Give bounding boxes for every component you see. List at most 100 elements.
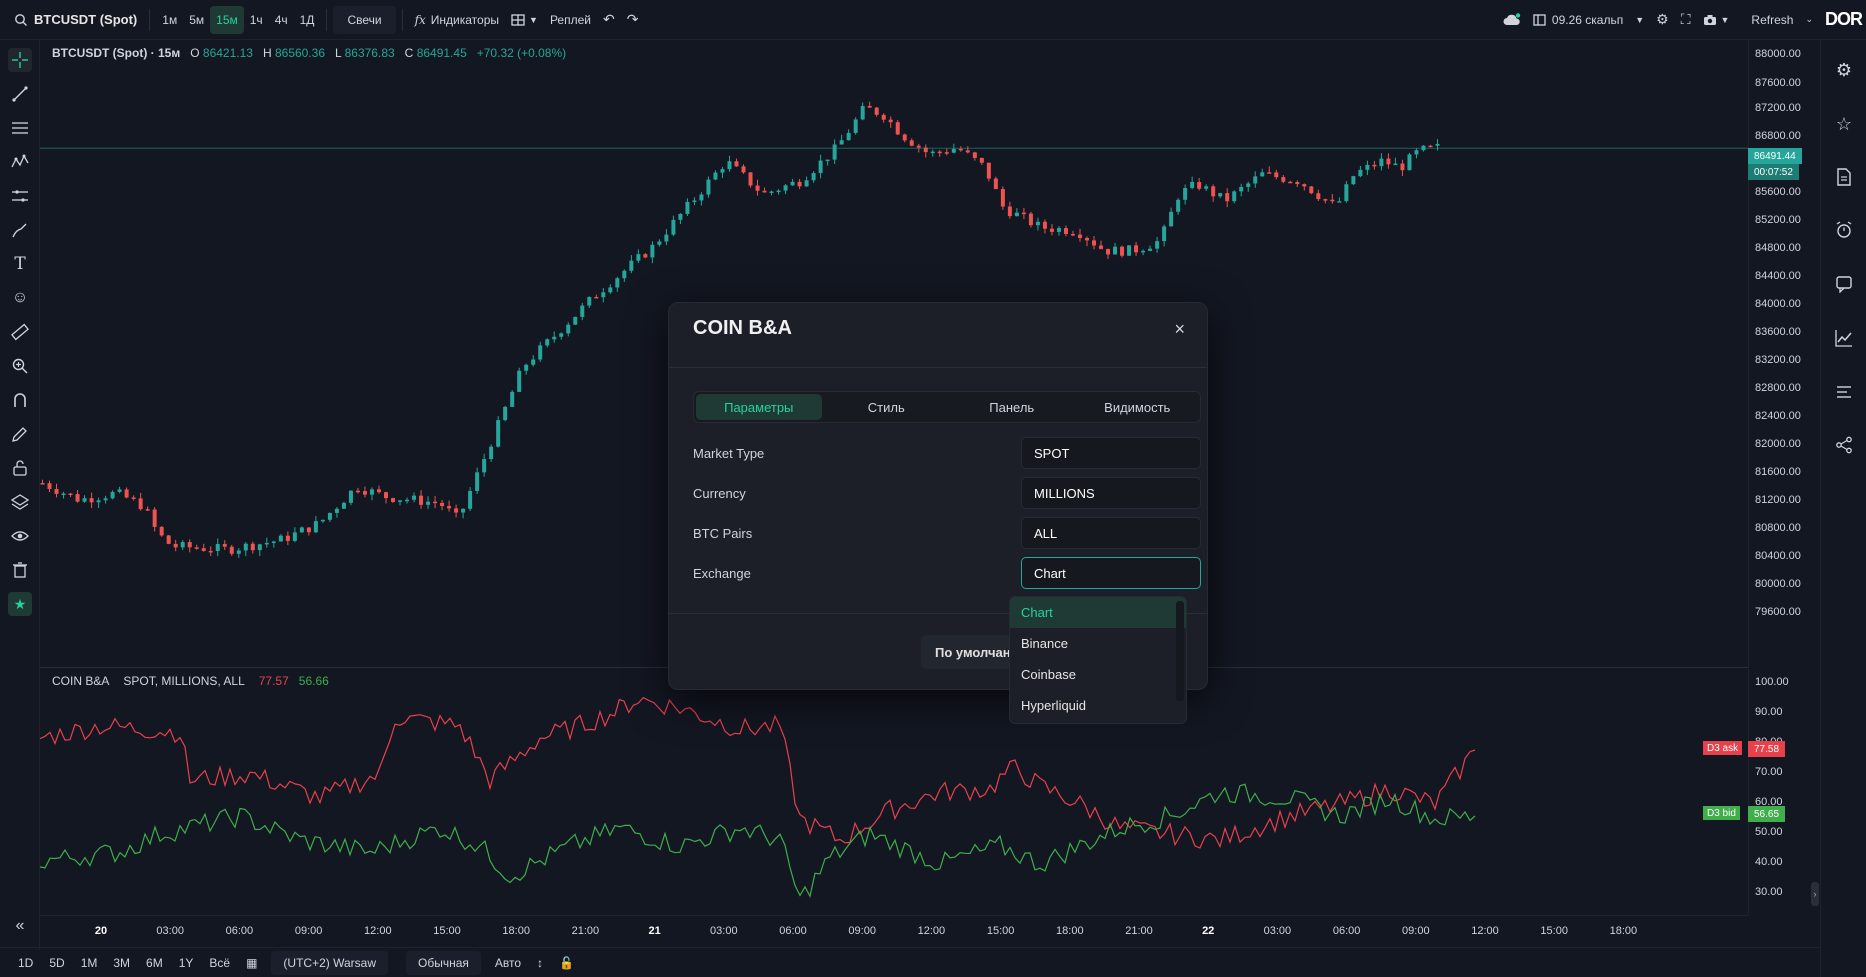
favorites-tool[interactable]: ★ — [8, 592, 32, 616]
currency-select[interactable]: MILLIONS — [1021, 477, 1201, 509]
chart-type-button[interactable]: Свечи — [333, 5, 396, 34]
legend-change: +70.32 (+0.08%) — [476, 46, 567, 60]
snapshot-button[interactable]: ▼ — [1697, 6, 1736, 34]
ruler-tool[interactable] — [8, 320, 32, 344]
scale-mode-button[interactable]: Обычная — [405, 950, 481, 975]
range-all[interactable]: Всё — [209, 955, 231, 970]
emoji-tool[interactable]: ☺ — [8, 286, 32, 310]
symbol-search[interactable]: BTCUSDT (Spot) — [0, 6, 143, 34]
dropdown-option-chart[interactable]: Chart — [1010, 597, 1186, 628]
lock-tool[interactable] — [8, 456, 32, 480]
candle-body — [264, 542, 269, 545]
magnet-tool[interactable] — [8, 388, 32, 412]
sidebar-chat-button[interactable] — [1832, 272, 1856, 296]
interval-15m[interactable]: 15м — [210, 5, 244, 34]
tab-panel[interactable]: Панель — [989, 399, 1035, 415]
dialog-close-button[interactable]: × — [1174, 319, 1185, 340]
range-5d[interactable]: 5D — [49, 955, 65, 970]
range-3m[interactable]: 3M — [113, 955, 131, 970]
candle-body — [110, 491, 115, 499]
candle-body — [510, 391, 515, 407]
axis-expand-handle[interactable]: › — [1811, 882, 1819, 906]
refresh-button[interactable]: Refresh — [1751, 12, 1794, 27]
pattern-tool[interactable] — [8, 150, 32, 174]
visibility-tool[interactable] — [8, 524, 32, 548]
price-axis-label: 79600.00 — [1755, 606, 1801, 618]
interval-4h[interactable]: 4ч — [274, 12, 288, 27]
price-chart[interactable] — [40, 40, 1748, 667]
time-axis[interactable]: 20 03:00 06:00 09:00 12:00 15:00 18:00 21:00 21 0… — [40, 915, 1748, 947]
undo-button[interactable]: ↶ — [597, 6, 621, 34]
btc-pairs-select[interactable]: ALL — [1021, 517, 1201, 549]
layers-icon — [11, 494, 29, 510]
range-1m[interactable]: 1M — [80, 955, 98, 970]
market-type-select[interactable]: SPOT — [1021, 437, 1201, 469]
pencil-lock-tool[interactable] — [8, 422, 32, 446]
crosshair-tool[interactable] — [8, 48, 32, 72]
cloud-save-button[interactable] — [1497, 6, 1527, 34]
zoom-tool[interactable] — [8, 354, 32, 378]
candle-body — [566, 324, 571, 334]
candle-body — [306, 527, 311, 533]
price-axis-label: 87200.00 — [1755, 102, 1801, 114]
text-tool[interactable]: T — [8, 252, 32, 276]
goto-date-button[interactable]: ▦ — [238, 956, 265, 970]
layouts-button[interactable]: ▼ — [505, 6, 544, 34]
replay-button[interactable]: Реплей — [549, 12, 591, 27]
indicators-button[interactable]: fx Индикаторы — [409, 6, 505, 34]
sidebar-share-button[interactable] — [1832, 433, 1856, 457]
interval-1m[interactable]: 1м — [162, 12, 178, 27]
candle-body — [636, 254, 641, 261]
tab-parameters[interactable]: Параметры — [696, 394, 822, 420]
sidebar-settings-button[interactable]: ⚙ — [1832, 58, 1856, 82]
field-exchange: Exchange Chart — [693, 557, 1201, 589]
exchange-select[interactable]: Chart — [1021, 557, 1201, 589]
scale-lock-button[interactable]: 🔓 — [551, 956, 582, 970]
interval-1d[interactable]: 1Д — [299, 12, 315, 27]
tab-style[interactable]: Стиль — [867, 399, 905, 415]
refresh-options-button[interactable]: ⌄ — [1799, 6, 1819, 34]
range-1d[interactable]: 1D — [18, 955, 34, 970]
redo-button[interactable]: ↷ — [621, 6, 645, 34]
candle-body — [832, 144, 837, 160]
candle-body — [1169, 211, 1174, 227]
dropdown-scrollbar[interactable] — [1176, 601, 1184, 701]
scale-adjust-button[interactable]: ↕ — [529, 956, 551, 970]
sidebar-watchlist-button[interactable]: ☆ — [1832, 112, 1856, 136]
candle-body — [47, 483, 52, 489]
range-6m[interactable]: 6M — [146, 955, 163, 970]
interval-1h[interactable]: 1ч — [249, 12, 263, 27]
sidebar-notes-button[interactable] — [1832, 165, 1856, 189]
tab-visibility[interactable]: Видимость — [1104, 399, 1171, 415]
candle-body — [68, 493, 73, 496]
collapse-toolbar-button[interactable]: « — [8, 914, 32, 938]
range-1y[interactable]: 1Y — [178, 955, 194, 970]
candle-body — [860, 105, 865, 120]
sidebar-alerts-button[interactable] — [1832, 218, 1856, 242]
indicator-pane[interactable] — [40, 668, 1748, 915]
brush-tool[interactable] — [8, 218, 32, 242]
projection-tool[interactable] — [8, 184, 32, 208]
dropdown-option-hyperliquid[interactable]: Hyperliquid — [1021, 698, 1087, 713]
gear-icon: ⚙ — [1656, 11, 1669, 27]
settings-button[interactable]: ⚙ — [1650, 6, 1675, 34]
sidebar-analysis-button[interactable] — [1832, 326, 1856, 350]
fib-tool[interactable] — [8, 116, 32, 140]
layers-tool[interactable] — [8, 490, 32, 514]
auto-scale-button[interactable]: Авто — [494, 955, 522, 970]
timezone-button[interactable]: (UTC+2) Warsaw — [271, 950, 388, 975]
trash-tool[interactable] — [8, 558, 32, 582]
sidebar-orderbook-button[interactable] — [1832, 380, 1856, 404]
legend-open-label: O — [190, 46, 200, 60]
price-axis[interactable]: 88000.00 87600.00 87200.00 86800.00 85600.00… — [1748, 40, 1820, 915]
separator — [326, 8, 328, 31]
layout-selector[interactable]: 09.26 скальп ▼ — [1527, 6, 1650, 34]
legend-low: 86376.83 — [344, 46, 395, 60]
interval-5m[interactable]: 5м — [189, 12, 205, 27]
fullscreen-button[interactable]: ⛶ — [1675, 6, 1697, 34]
alarm-icon — [1836, 221, 1852, 238]
dropdown-option-coinbase[interactable]: Coinbase — [1021, 667, 1076, 682]
pane-axis-label: 60.00 — [1755, 796, 1783, 808]
trendline-tool[interactable] — [8, 82, 32, 106]
dropdown-option-binance[interactable]: Binance — [1021, 636, 1068, 651]
